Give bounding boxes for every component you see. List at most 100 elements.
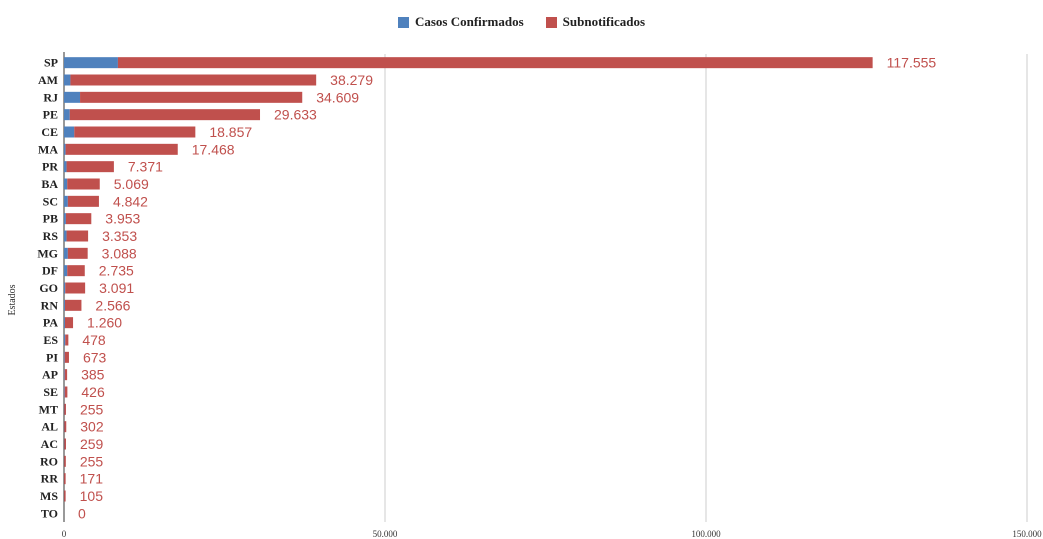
bar-confirmed [64,74,71,86]
bar-underreported [64,421,67,433]
bar-underreported [64,369,68,381]
category-label: MA [38,142,58,156]
data-label: 4.842 [113,193,148,209]
bar-underreported [67,265,85,277]
bar-confirmed [64,230,67,242]
category-label: RO [40,454,58,468]
bar-confirmed [64,351,65,363]
legend-label-underreported: Subnotificados [562,14,646,29]
bar-confirmed [64,57,118,69]
category-label: CE [41,125,58,139]
bar-underreported [117,57,873,69]
category-label: SP [44,56,58,70]
bar-confirmed [64,247,68,259]
bar-underreported [65,143,178,155]
category-label: MG [37,246,58,260]
data-label: 3.088 [102,245,137,261]
legend-item-underreported[interactable]: Subnotificados [545,14,646,30]
category-label: RN [41,298,59,312]
bar-confirmed [64,213,66,225]
data-label: 3.091 [99,280,134,296]
bar-underreported [80,91,303,103]
data-label: 2.735 [99,263,134,279]
data-label: 34.609 [316,89,359,105]
bar-confirmed [64,334,66,346]
legend-item-confirmed[interactable]: Casos Confirmados [397,14,524,30]
bar-underreported [64,299,82,311]
bar-underreported [66,230,89,242]
bar-confirmed [64,143,66,155]
bar-underreported [67,247,88,259]
category-label: RS [43,229,59,243]
bar-confirmed [64,178,68,190]
bar-confirmed [64,195,68,207]
data-label: 255 [80,401,104,417]
data-label: 2.566 [95,297,130,313]
category-label: DF [42,264,58,278]
bar-confirmed [64,265,68,277]
x-tick-label: 100.000 [691,529,721,539]
data-label: 259 [80,436,104,452]
data-label: 38.279 [330,72,373,88]
bar-confirmed [64,161,67,173]
data-label: 0 [78,505,86,521]
data-label: 478 [82,332,106,348]
category-label: PE [43,108,58,122]
bar-underreported [65,334,69,346]
bar-underreported [67,178,100,190]
data-label: 7.371 [128,159,163,175]
category-label: PI [46,350,58,364]
category-label: RJ [43,90,58,104]
bar-confirmed [64,317,65,329]
x-tick-label: 50.000 [373,529,398,539]
category-label: MS [40,489,58,503]
bar-underreported [67,195,99,207]
category-label: TO [41,506,58,520]
bar-underreported [65,282,86,294]
bar-underreported [74,126,196,138]
legend-swatch-confirmed [397,16,409,28]
bar-underreported [64,473,66,485]
legend: Casos Confirmados Subnotificados [0,14,1043,30]
bar-underreported [65,213,92,225]
data-label: 302 [80,419,104,435]
category-label: SC [43,194,58,208]
data-label: 1.260 [87,315,122,331]
bar-underreported [64,351,69,363]
bar-underreported [66,161,114,173]
category-label: MT [39,402,58,416]
legend-label-confirmed: Casos Confirmados [414,14,524,29]
bar-confirmed [64,369,65,381]
bar-underreported [64,455,66,467]
bar-confirmed [64,282,66,294]
category-label: SE [43,385,58,399]
data-label: 29.633 [274,107,317,123]
data-label: 673 [83,349,107,365]
bar-underreported [69,109,261,121]
category-label: AC [41,437,58,451]
data-label: 3.953 [105,211,140,227]
bar-underreported [64,403,66,415]
category-label: ES [43,333,58,347]
category-label: PR [42,160,58,174]
bar-underreported [70,74,317,86]
x-tick-label: 150.000 [1012,529,1042,539]
data-label: 171 [80,471,104,487]
bar-confirmed [64,386,65,398]
legend-swatch-underreported [545,16,557,28]
data-label: 255 [80,453,104,469]
category-label: RR [41,472,59,486]
data-label: 105 [80,488,104,504]
bar-confirmed [64,91,81,103]
bar-confirmed [64,299,65,311]
data-label: 426 [81,384,105,400]
data-label: 17.468 [192,141,235,157]
data-label: 5.069 [114,176,149,192]
bar-confirmed [64,126,75,138]
y-axis-title: Estados [7,284,18,315]
category-label: BA [41,177,58,191]
bar-underreported [64,386,68,398]
bar-underreported [64,317,74,329]
